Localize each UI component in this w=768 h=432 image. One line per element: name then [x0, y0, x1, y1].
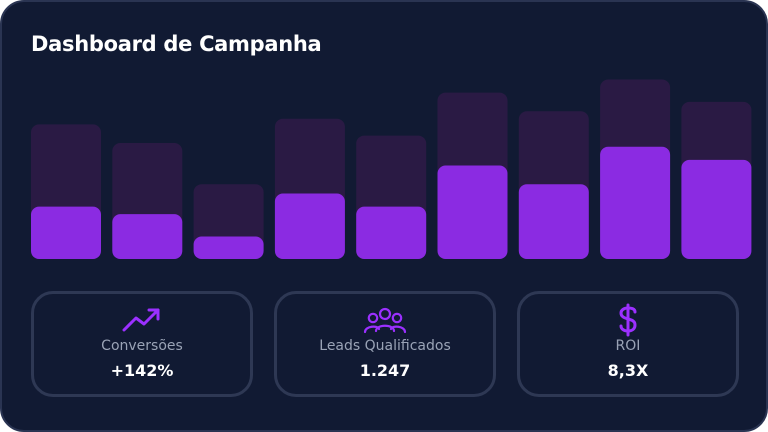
bar-value: [274, 193, 345, 259]
bar-value: [518, 184, 589, 259]
metric-value: 8,3X: [607, 361, 649, 380]
metric-label: Conversões: [101, 338, 183, 354]
bar-value: [193, 236, 264, 259]
dollar-sign-icon: [606, 303, 650, 337]
bar-value: [112, 214, 183, 259]
metric-value: 1.247: [359, 361, 411, 380]
page-title: Dashboard de Campanha: [31, 32, 322, 56]
trending-up-icon: [120, 304, 164, 336]
metric-card-conversoes: Conversões +142%: [31, 291, 253, 397]
metric-value: +142%: [110, 361, 174, 380]
metric-label: ROI: [615, 338, 641, 354]
bar-value: [356, 206, 427, 259]
bar-value: [681, 159, 752, 259]
metric-card-roi: ROI 8,3X: [517, 291, 739, 397]
bar-chart: [31, 79, 752, 260]
metric-label: Leads Qualificados: [319, 338, 451, 354]
bar-value: [600, 146, 671, 259]
users-group-icon: [363, 304, 407, 336]
bar-value: [31, 206, 101, 259]
bar-value: [437, 165, 508, 259]
metric-card-leads: Leads Qualificados 1.247: [274, 291, 496, 397]
